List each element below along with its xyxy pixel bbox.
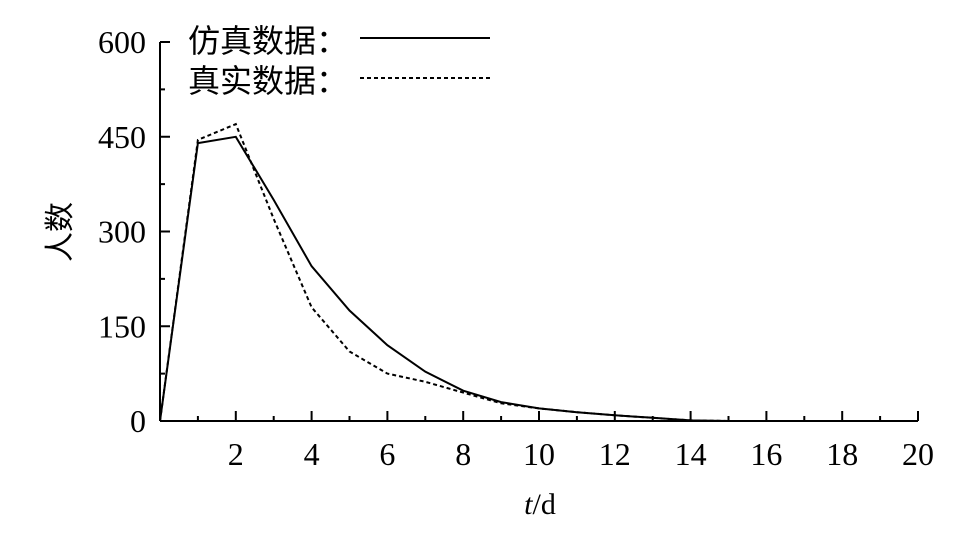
x-tick-label: 4 (304, 436, 320, 472)
legend-label-simulated: 仿真数据： (188, 22, 348, 60)
x-axis-label-variable: t (524, 488, 533, 521)
x-tick-label: 12 (599, 436, 631, 472)
y-tick-label: 300 (98, 214, 146, 250)
y-tick-label: 600 (98, 24, 146, 60)
y-tick-label: 0 (130, 403, 146, 439)
series-line-actual (159, 122, 918, 422)
y-tick-label: 450 (98, 119, 146, 155)
series-line-simulated (159, 135, 918, 422)
x-axis-label: t/d (524, 488, 556, 521)
x-tick-label: 8 (455, 436, 471, 472)
legend-label-actual: 真实数据： (188, 62, 348, 100)
x-axis-label-unit: /d (533, 488, 556, 521)
x-tick-label: 18 (826, 436, 858, 472)
y-axis-label: 人数 (43, 202, 78, 262)
x-tick-label: 20 (902, 436, 934, 472)
x-tick-label: 2 (228, 436, 244, 472)
x-tick-label: 6 (379, 436, 395, 472)
x-tick-label: 10 (523, 436, 555, 472)
y-tick-label: 150 (98, 308, 146, 344)
legend: 仿真数据：真实数据： (188, 22, 490, 100)
axes: 0 150 300 450 600 2 4 6 8 10 12 14 16 18 20 (98, 24, 934, 472)
series-group (159, 122, 918, 422)
x-tick-label: 14 (675, 436, 707, 472)
x-tick-label: 16 (750, 436, 782, 472)
